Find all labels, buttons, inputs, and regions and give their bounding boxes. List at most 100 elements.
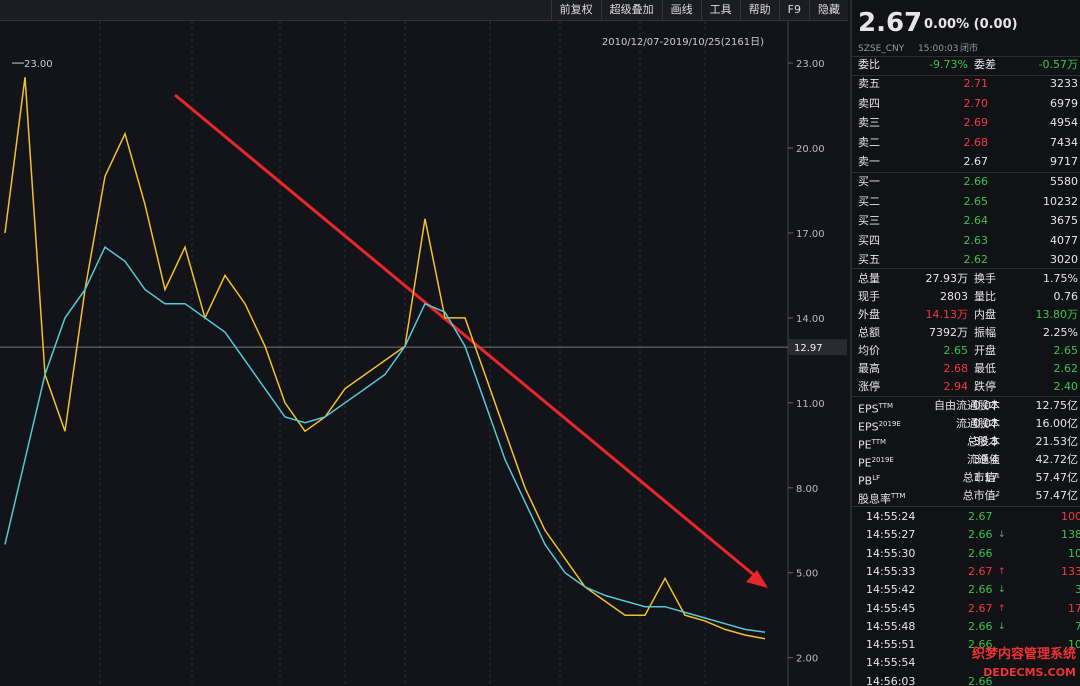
tick-arrow: ↑ bbox=[998, 603, 1006, 614]
y-tick-label: 8.00 bbox=[796, 484, 818, 495]
tick-arrow: ↓ bbox=[998, 585, 1006, 596]
cell: 100 bbox=[1061, 510, 1080, 523]
cell: 均价 bbox=[858, 344, 880, 357]
cell: 2.66 bbox=[963, 175, 989, 188]
chart: 2010/12/07-2019/10/25(2161日) 23.00 20.00 1… bbox=[0, 21, 848, 686]
tick-arrow: ↓ bbox=[998, 530, 1006, 541]
cell: 7434 bbox=[1050, 135, 1078, 149]
plot-bg bbox=[0, 21, 848, 686]
cell: 2.67 bbox=[968, 564, 993, 578]
tick-arrow: ↓ bbox=[998, 621, 1006, 632]
cell: 涨停 bbox=[858, 380, 880, 393]
separator bbox=[852, 172, 1080, 173]
toolbar: 前复权 超级叠加 画线 工具 帮助 F9 隐藏 bbox=[0, 0, 848, 21]
y-tick-label: 14.00 bbox=[796, 314, 825, 325]
cell: 卖五 bbox=[858, 77, 880, 90]
cell: -9.73% bbox=[929, 58, 968, 71]
arrow-head bbox=[746, 570, 768, 588]
cell: 2.62 bbox=[1053, 362, 1079, 375]
cell: 10 bbox=[1068, 638, 1080, 652]
cell: 跌停 bbox=[974, 380, 996, 393]
current-box bbox=[789, 339, 847, 356]
toolbar-button[interactable]: 隐藏 bbox=[809, 0, 848, 20]
cell: 0.07 bbox=[973, 417, 999, 430]
superscript: TTM bbox=[878, 402, 894, 410]
cell: 14:56:03 bbox=[866, 674, 916, 686]
cell: 总市值² bbox=[962, 489, 1000, 502]
separator bbox=[852, 75, 1080, 76]
cell: 5580 bbox=[1050, 175, 1078, 188]
cell: 买四 bbox=[858, 233, 880, 247]
cell: 2.68 bbox=[963, 135, 989, 149]
cell: 21.53亿 bbox=[1035, 435, 1079, 448]
cell: 流通值 bbox=[967, 453, 1000, 466]
cell: 4954 bbox=[1050, 116, 1078, 129]
toolbar-button[interactable]: F9 bbox=[778, 0, 809, 20]
superscript: 2019E bbox=[878, 420, 901, 428]
cell: EPS2019E bbox=[858, 420, 901, 434]
cell: 2.71 bbox=[963, 77, 989, 90]
cell: 振幅 bbox=[974, 326, 996, 339]
cell: 总量 bbox=[858, 272, 880, 285]
superscript: 2019E bbox=[871, 456, 894, 464]
cell: 2.66 bbox=[968, 546, 993, 560]
cell: 换手 bbox=[974, 272, 996, 285]
cell: 16.00亿 bbox=[1035, 417, 1079, 430]
cell: 内盘 bbox=[974, 308, 996, 321]
cell: -0.57万 bbox=[1038, 58, 1078, 71]
y-tick-label: 20.00 bbox=[796, 144, 825, 155]
y-tick-label: 17.00 bbox=[796, 229, 825, 240]
cell: 57.47亿 bbox=[1035, 489, 1079, 502]
price-line bbox=[4, 245, 766, 633]
cell: PBLF bbox=[858, 474, 881, 488]
cell: 10232 bbox=[1043, 194, 1078, 208]
cell: 9717 bbox=[1050, 155, 1078, 168]
cell: 2.67 bbox=[968, 601, 993, 615]
y-tick-label: 2.00 bbox=[796, 654, 818, 665]
cell: - bbox=[994, 489, 998, 502]
cell: 现手 bbox=[858, 290, 880, 303]
cell: 0.76 bbox=[1053, 290, 1079, 303]
vgrid bbox=[99, 21, 706, 686]
cell: 4077 bbox=[1050, 233, 1078, 247]
cell: 2.66 bbox=[968, 619, 993, 633]
cell: 2.40 bbox=[1053, 380, 1079, 393]
cell: 14:55:51 bbox=[866, 638, 916, 652]
cell: 133 bbox=[1061, 564, 1080, 578]
superscript: TTM bbox=[871, 438, 887, 446]
cell: 卖三 bbox=[858, 116, 880, 129]
cell: 自由流通股本 bbox=[934, 399, 1000, 412]
separator bbox=[852, 268, 1080, 269]
cell: 2.66 bbox=[968, 674, 993, 686]
cell: 1.17 bbox=[973, 471, 999, 484]
cell: 10 bbox=[1068, 546, 1080, 560]
cell: 买五 bbox=[858, 253, 880, 266]
cell: 流通股本 bbox=[956, 417, 1000, 430]
cell: 2803 bbox=[940, 290, 968, 303]
cell: 12.75亿 bbox=[1035, 399, 1079, 412]
toolbar-button[interactable]: 前复权 bbox=[550, 0, 601, 20]
cell: 闭市 bbox=[960, 44, 979, 54]
cell: -38.3 bbox=[969, 435, 998, 448]
superscript: TTM bbox=[891, 492, 906, 500]
cell: 买二 bbox=[858, 194, 880, 208]
watermark: DEDECMS.COM bbox=[983, 666, 1076, 679]
cell: EPSTTM bbox=[858, 402, 894, 416]
cell: 7392万 bbox=[929, 326, 968, 339]
cell: 14.13万 bbox=[925, 308, 969, 321]
cell: 7 bbox=[1075, 619, 1080, 633]
toolbar-button[interactable]: 帮助 bbox=[739, 0, 779, 20]
cell: 买三 bbox=[858, 214, 880, 227]
cell: 3233 bbox=[1050, 77, 1078, 90]
y-tick-label: 11.00 bbox=[796, 399, 825, 410]
toolbar-button[interactable]: 工具 bbox=[700, 0, 740, 20]
cell: 2.67 bbox=[968, 510, 993, 523]
trend-arrow bbox=[174, 93, 761, 582]
cell: 卖一 bbox=[858, 155, 880, 168]
toolbar-button[interactable]: 超级叠加 bbox=[600, 0, 662, 20]
cell: 42.72亿 bbox=[1035, 453, 1079, 466]
high-label: 23.00 bbox=[24, 59, 53, 70]
cell: 14:55:45 bbox=[866, 601, 916, 615]
toolbar-button[interactable]: 画线 bbox=[661, 0, 701, 20]
